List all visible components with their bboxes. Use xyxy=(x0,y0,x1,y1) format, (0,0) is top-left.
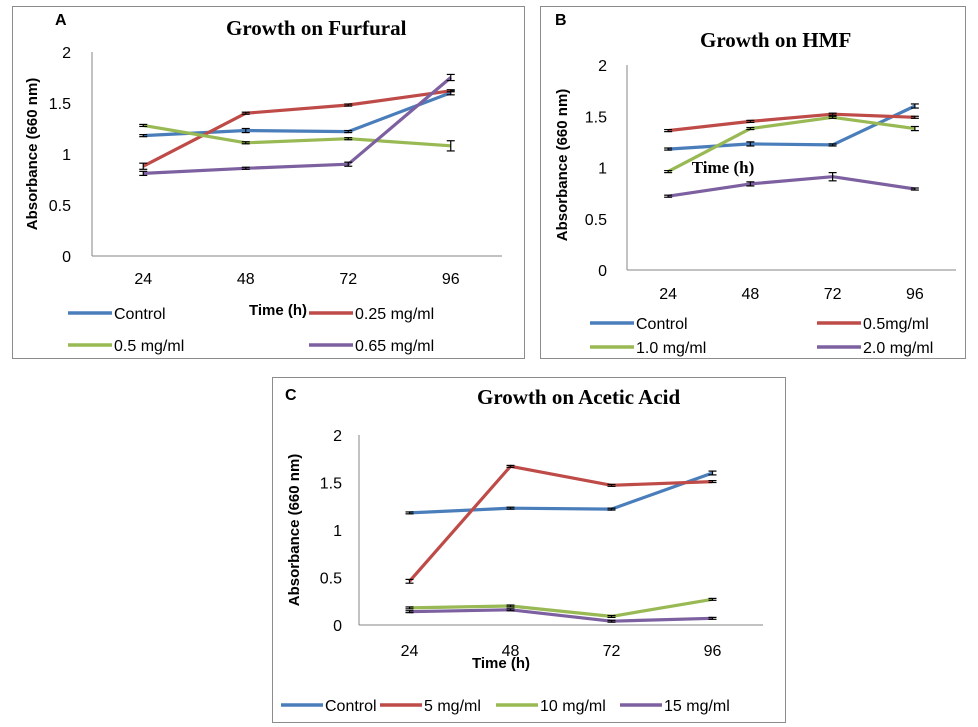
chart-title: Growth on Furfural xyxy=(226,16,407,40)
y-tick-label: 2 xyxy=(598,58,607,75)
y-tick-label: 0.5 xyxy=(585,212,607,229)
series-line-2-0-mg-ml xyxy=(667,175,916,198)
chart-panel-c: C Growth on Acetic Acid 0 0.5 1 1.5 2 24 48 72 96 A… xyxy=(272,377,786,723)
series-line-5-mg-ml xyxy=(408,464,713,583)
legend-label: 0.5 mg/ml xyxy=(114,338,184,355)
legend-label: 0.65 mg/ml xyxy=(355,338,434,355)
legend-label: 0.5mg/ml xyxy=(863,316,929,333)
series-line-control xyxy=(409,471,714,515)
legend-label: 15 mg/ml xyxy=(664,698,730,715)
chart-b-svg: B Growth on HMF 0 0.5 1 1.5 2 24 48 72 96 Absorbanc… xyxy=(554,12,956,357)
chart-panel-b: B Growth on HMF 0 0.5 1 1.5 2 24 48 72 96 Absorbanc… xyxy=(540,6,966,359)
legend-label: 1.0 mg/ml xyxy=(636,340,706,357)
y-tick-label: 0 xyxy=(598,263,607,280)
legend-label: Control xyxy=(325,698,377,715)
y-tick-label: 1.5 xyxy=(320,476,342,493)
legend-label: 0.25 mg/ml xyxy=(355,306,434,323)
y-tick-label: 0.5 xyxy=(320,571,342,588)
panel-letter: C xyxy=(285,387,297,404)
x-axis-label: Time (h) xyxy=(249,302,307,319)
panel-letter: B xyxy=(555,12,567,29)
series-line-0-5mg-ml xyxy=(667,112,915,133)
series-line-15-mg-ml xyxy=(409,608,713,623)
panel-letter: A xyxy=(55,12,67,29)
y-tick-label: 1.5 xyxy=(49,96,71,113)
chart-panel-a: A Growth on Furfural 0 0.5 1 1.5 2 24 48 72 96 Abso… xyxy=(12,6,525,359)
series-line-10-mg-ml xyxy=(409,597,713,618)
x-tick-label: 96 xyxy=(442,271,460,288)
x-axis-label: Time (h) xyxy=(472,655,530,672)
legend-label: Control xyxy=(114,306,166,323)
chart-c-svg: C Growth on Acetic Acid 0 0.5 1 1.5 2 24 48 72 96 A… xyxy=(281,385,763,715)
legend-label: 2.0 mg/ml xyxy=(863,340,933,357)
y-axis-label: Absorbance (660 nm) xyxy=(554,89,571,242)
series-line-0-5-mg-ml xyxy=(143,123,451,148)
y-tick-label: 2 xyxy=(333,428,342,445)
legend-label: Control xyxy=(636,316,688,333)
y-tick-label: 1 xyxy=(333,523,342,540)
chart-title: Growth on Acetic Acid xyxy=(477,385,681,409)
x-tick-label: 96 xyxy=(704,643,722,660)
y-tick-label: 1.5 xyxy=(585,109,607,126)
legend-label: 10 mg/ml xyxy=(540,698,606,715)
x-tick-label: 72 xyxy=(603,643,621,660)
x-tick-label: 96 xyxy=(906,286,924,303)
y-tick-label: 1 xyxy=(598,161,607,178)
x-tick-label: 24 xyxy=(659,286,677,303)
series-line-1-0-mg-ml xyxy=(667,115,916,174)
chart-title: Growth on HMF xyxy=(700,28,851,52)
y-tick-label: 2 xyxy=(62,45,71,62)
y-tick-label: 0 xyxy=(333,618,342,635)
series-line-0-25-mg-ml xyxy=(142,89,452,168)
x-tick-label: 24 xyxy=(134,271,152,288)
chart-a-svg: A Growth on Furfural 0 0.5 1 1.5 2 24 48 72 96 Abso… xyxy=(24,12,502,355)
x-tick-label: 72 xyxy=(824,286,842,303)
legend-label: 5 mg/ml xyxy=(424,698,481,715)
x-axis-label: Time (h) xyxy=(692,158,755,177)
x-tick-label: 48 xyxy=(502,643,520,660)
series-line-control xyxy=(667,104,916,151)
x-tick-label: 24 xyxy=(401,643,419,660)
series-line-control xyxy=(143,91,452,138)
y-axis-label: Absorbance (660 nm) xyxy=(24,78,41,231)
series-line-0-65-mg-ml xyxy=(143,76,452,175)
x-tick-label: 48 xyxy=(237,271,255,288)
x-tick-label: 72 xyxy=(339,271,357,288)
x-tick-label: 48 xyxy=(741,286,759,303)
y-axis-label: Absorbance (660 nm) xyxy=(286,454,303,607)
y-tick-label: 0 xyxy=(62,249,71,266)
y-tick-label: 0.5 xyxy=(49,198,71,215)
y-tick-label: 1 xyxy=(62,147,71,164)
